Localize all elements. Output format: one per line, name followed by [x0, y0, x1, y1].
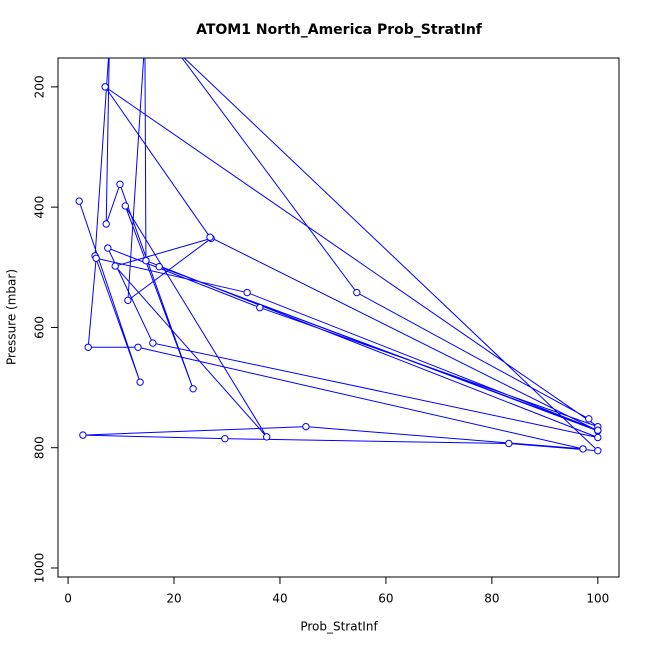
- data-point: [243, 288, 251, 297]
- data-point: [256, 303, 264, 312]
- data-point: [149, 339, 157, 347]
- data-point: [111, 262, 119, 270]
- data-point: [353, 288, 361, 297]
- chart-title: ATOM1 North_America Prob_StratInf: [196, 22, 483, 38]
- data-point: [116, 180, 124, 188]
- data-point: [134, 343, 142, 351]
- y-tick-label: 600: [33, 316, 47, 339]
- data-point: [101, 83, 109, 91]
- data-point: [142, 36, 148, 42]
- data-point: [84, 343, 92, 351]
- data-point: [594, 447, 602, 455]
- data-point: [173, 48, 179, 54]
- x-tick-label: 80: [484, 592, 499, 606]
- y-tick-label: 800: [33, 436, 47, 459]
- data-point: [594, 433, 602, 442]
- plot-box: [57, 57, 620, 578]
- data-line: [78, 58, 600, 452]
- data-point: [104, 244, 112, 252]
- plot-area: [75, 36, 602, 455]
- data-point: [505, 439, 513, 448]
- y-tick-label: 200: [33, 75, 47, 98]
- y-axis-label: Pressure (mbar): [5, 269, 19, 365]
- y-tick-label: 1000: [33, 553, 47, 584]
- data-point: [106, 42, 112, 48]
- data-point: [136, 378, 144, 386]
- data-point: [124, 296, 132, 305]
- x-tick-label: 100: [586, 592, 609, 606]
- data-point: [206, 233, 214, 241]
- x-axis-label: Prob_StratInf: [300, 620, 378, 634]
- data-point: [121, 202, 129, 210]
- data-point: [189, 385, 197, 393]
- y-tick-label: 400: [33, 196, 47, 219]
- data-point: [102, 220, 110, 228]
- x-tick-label: 60: [378, 592, 393, 606]
- data-point: [263, 433, 271, 441]
- data-point: [92, 254, 100, 262]
- data-point: [155, 262, 163, 271]
- data-point: [302, 422, 310, 431]
- x-tick-label: 40: [272, 592, 287, 606]
- data-point: [579, 445, 587, 453]
- x-tick-label: 20: [166, 592, 181, 606]
- data-point: [142, 256, 150, 265]
- data-point: [594, 426, 602, 434]
- data-point: [79, 431, 87, 439]
- x-tick-label: 0: [64, 592, 72, 606]
- data-point: [585, 415, 593, 423]
- data-point: [75, 197, 83, 205]
- data-point: [221, 434, 229, 443]
